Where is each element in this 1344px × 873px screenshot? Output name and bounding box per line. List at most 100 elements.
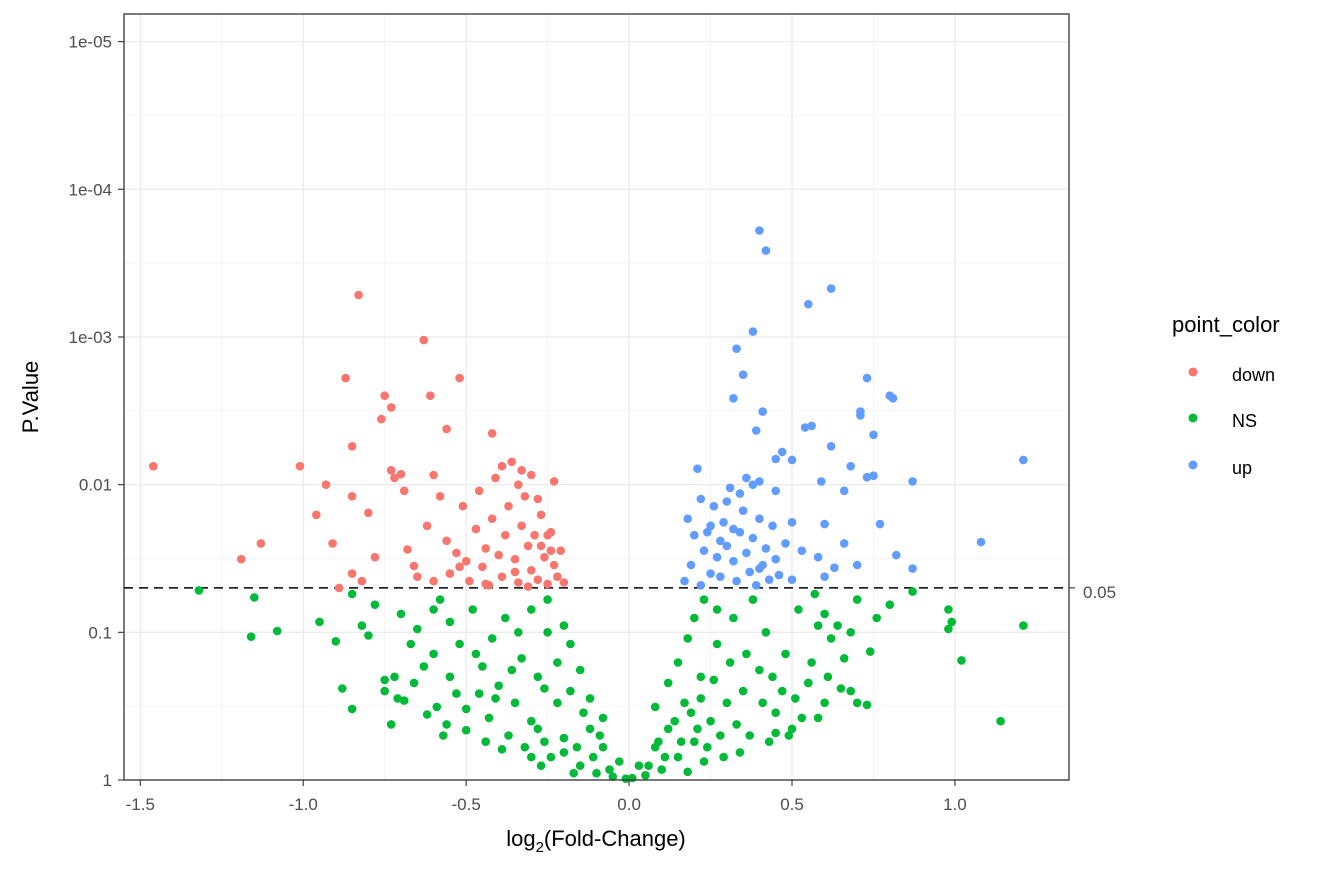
point-ns bbox=[517, 654, 526, 663]
point-ns bbox=[585, 694, 595, 703]
point-down bbox=[237, 554, 246, 564]
point-down bbox=[445, 569, 455, 578]
legend-entry-ns: NS bbox=[1188, 411, 1257, 431]
point-up bbox=[839, 539, 849, 548]
point-up bbox=[820, 519, 829, 529]
point-ns bbox=[699, 595, 709, 604]
point-down bbox=[553, 572, 562, 581]
point-down bbox=[256, 539, 266, 548]
point-up bbox=[712, 552, 722, 562]
point-up bbox=[748, 533, 758, 543]
point-ns bbox=[598, 742, 608, 752]
point-up bbox=[735, 527, 745, 537]
point-ns bbox=[491, 694, 500, 703]
point-up bbox=[771, 486, 780, 496]
point-down bbox=[510, 554, 520, 564]
point-ns bbox=[784, 731, 794, 740]
point-down bbox=[419, 335, 429, 345]
point-ns bbox=[703, 742, 712, 752]
point-ns bbox=[804, 678, 813, 688]
point-ns bbox=[791, 694, 800, 703]
point-down bbox=[364, 508, 373, 518]
point-ns bbox=[852, 595, 862, 604]
point-ns bbox=[777, 686, 787, 696]
point-down bbox=[527, 470, 536, 480]
point-up bbox=[751, 581, 761, 590]
point-ns bbox=[908, 587, 917, 596]
point-ns bbox=[566, 639, 575, 649]
point-up bbox=[696, 494, 706, 504]
point-up bbox=[680, 576, 689, 586]
point-down bbox=[543, 579, 552, 589]
point-ns bbox=[722, 698, 732, 708]
point-down bbox=[347, 569, 357, 578]
point-down bbox=[455, 562, 464, 572]
point-ns bbox=[813, 621, 823, 630]
point-down bbox=[536, 541, 546, 551]
point-down bbox=[149, 461, 158, 471]
point-ns bbox=[771, 708, 780, 717]
point-up bbox=[846, 461, 855, 471]
x-axis-title-subscript: 2 bbox=[536, 839, 544, 856]
point-up bbox=[699, 546, 709, 555]
point-ns bbox=[699, 757, 709, 766]
point-ns bbox=[716, 731, 725, 740]
legend-label-down: down bbox=[1232, 365, 1275, 385]
point-ns bbox=[553, 698, 562, 708]
point-up bbox=[768, 521, 777, 531]
point-ns bbox=[690, 613, 699, 623]
point-ns bbox=[663, 678, 673, 688]
point-ns bbox=[1019, 621, 1028, 630]
point-up bbox=[800, 423, 810, 432]
point-ns bbox=[862, 700, 872, 710]
point-ns bbox=[514, 628, 523, 637]
point-up bbox=[781, 539, 790, 548]
point-up bbox=[875, 519, 885, 529]
point-down bbox=[507, 457, 517, 467]
point-down bbox=[312, 510, 321, 520]
point-ns bbox=[735, 748, 745, 757]
point-ns bbox=[435, 595, 445, 604]
point-down bbox=[517, 521, 526, 531]
point-ns bbox=[852, 698, 862, 708]
point-ns bbox=[315, 617, 324, 627]
point-ns bbox=[621, 774, 631, 783]
legend-key-up bbox=[1188, 460, 1198, 470]
point-up bbox=[745, 567, 754, 577]
point-ns bbox=[605, 765, 614, 774]
point-ns bbox=[507, 665, 517, 675]
point-ns bbox=[807, 658, 816, 667]
point-down bbox=[380, 391, 390, 401]
point-ns bbox=[738, 686, 748, 696]
point-ns bbox=[755, 665, 764, 675]
point-ns bbox=[813, 713, 823, 723]
point-ns bbox=[696, 672, 706, 682]
point-ns bbox=[729, 613, 738, 623]
point-down bbox=[347, 442, 357, 451]
point-ns bbox=[996, 716, 1005, 726]
point-up bbox=[683, 514, 692, 523]
point-up bbox=[787, 518, 797, 527]
point-ns bbox=[484, 713, 494, 723]
point-ns bbox=[380, 675, 390, 685]
point-ns bbox=[608, 772, 618, 781]
point-ns bbox=[644, 761, 653, 770]
point-up bbox=[686, 560, 696, 570]
point-down bbox=[435, 492, 445, 501]
point-ns bbox=[761, 628, 771, 637]
point-ns bbox=[461, 725, 471, 735]
point-up bbox=[852, 560, 862, 570]
point-ns bbox=[719, 752, 728, 762]
point-up bbox=[888, 394, 898, 403]
point-ns bbox=[527, 605, 536, 614]
point-down bbox=[377, 414, 386, 424]
point-down bbox=[390, 473, 399, 483]
point-up bbox=[735, 489, 745, 498]
point-down bbox=[487, 514, 497, 523]
point-ns bbox=[693, 724, 702, 734]
point-up bbox=[732, 576, 741, 586]
point-ns bbox=[725, 658, 735, 667]
point-ns bbox=[370, 600, 380, 609]
point-up bbox=[771, 554, 780, 564]
